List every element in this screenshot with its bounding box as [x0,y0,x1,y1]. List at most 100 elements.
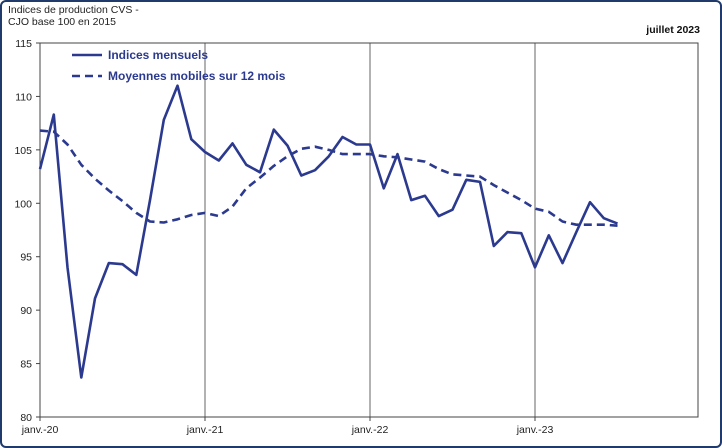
data-point-1-2022-12 [520,199,522,201]
data-point-0-2022-01 [369,143,371,145]
data-point-1-2020-02 [53,130,55,132]
data-point-1-2021-05 [259,176,261,178]
grid [204,43,536,417]
data-point-0-2022-06 [438,215,440,217]
data-point-1-2022-09 [479,175,481,177]
data-point-0-2023-04 [575,231,577,233]
x-tick-label-janv.-20: janv.-20 [21,424,59,436]
data-point-0-2020-04 [80,376,82,378]
y-tick-label-95: 95 [20,252,32,264]
data-point-0-2020-03 [66,266,68,268]
data-point-0-2021-05 [259,171,261,173]
y-tick-label-110: 110 [15,91,32,103]
data-point-0-2021-04 [245,164,247,166]
data-point-0-2021-03 [231,142,233,144]
data-point-1-2021-06 [273,165,275,167]
data-point-0-2022-05 [424,195,426,197]
data-point-1-2020-07 [121,200,123,202]
date-badge: juillet 2023 [646,24,700,36]
data-point-1-2023-05 [589,223,591,225]
data-point-1-2022-10 [493,184,495,186]
data-point-1-2020-01 [39,129,41,131]
data-point-1-2020-11 [176,218,178,220]
data-point-1-2023-02 [548,211,550,213]
data-point-1-2022-03 [396,156,398,158]
y-tick-label-90: 90 [20,305,32,317]
data-point-0-2020-11 [176,85,178,87]
data-point-0-2021-09 [314,169,316,171]
data-point-0-2021-06 [273,128,275,130]
data-point-1-2022-02 [383,155,385,157]
data-point-0-2020-10 [163,119,165,121]
data-point-1-2023-03 [561,220,563,222]
data-point-0-2020-05 [94,297,96,299]
data-point-1-2021-08 [300,148,302,150]
legend-label-1: Moyennes mobiles sur 12 mois [108,69,286,83]
data-point-1-2021-07 [286,155,288,157]
data-point-1-2021-04 [245,187,247,189]
data-point-0-2023-01 [534,266,536,268]
data-point-1-2021-03 [231,205,233,207]
data-point-1-2022-08 [465,174,467,176]
data-point-0-2021-07 [286,144,288,146]
x-tick-label-janv.-21: janv.-21 [186,424,224,436]
data-point-0-2020-09 [149,199,151,201]
data-point-0-2022-08 [465,179,467,181]
data-point-1-2023-01 [534,207,536,209]
data-point-0-2020-08 [135,274,137,276]
data-point-0-2021-01 [204,151,206,153]
data-point-1-2022-06 [438,168,440,170]
series-line-moyennes-mobiles [39,129,618,227]
data-point-1-2023-07 [616,225,618,227]
y-tick-label-85: 85 [20,359,32,371]
y-tick-label-105: 105 [14,145,32,157]
data-point-0-2020-06 [108,262,110,264]
series-line-indices-mensuels [38,84,618,379]
y-axis-title: Indices de production CVS - CJO base 100… [8,4,139,28]
data-point-1-2020-04 [80,164,82,166]
data-point-1-2020-09 [149,220,151,222]
data-point-0-2021-08 [300,174,302,176]
data-point-0-2022-03 [396,153,398,155]
data-point-1-2021-01 [204,212,206,214]
data-point-0-2022-12 [520,232,522,234]
data-point-0-2021-11 [341,136,343,138]
data-point-0-2022-11 [506,231,508,233]
data-point-1-2023-06 [603,223,605,225]
data-point-0-2021-12 [355,143,357,145]
plot-area [39,42,699,418]
data-point-1-2021-02 [218,215,220,217]
y-axis-title-text: Indices de production CVS - CJO base 100… [8,4,139,28]
data-point-1-2022-11 [506,191,508,193]
data-point-1-2021-11 [341,153,343,155]
y-tick-label-80: 80 [20,412,32,424]
data-point-1-2022-04 [410,158,412,160]
data-point-0-2023-05 [589,201,591,203]
legend: Indices mensuels Moyennes mobiles sur 12 … [72,48,286,83]
axes [39,42,699,418]
y-tick-label-115: 115 [15,38,32,50]
legend-label-0: Indices mensuels [108,48,208,62]
y-tick-label-100: 100 [14,198,32,210]
data-point-1-2020-10 [163,221,165,223]
data-point-0-2020-01 [39,168,41,170]
data-point-0-2021-10 [328,155,330,157]
data-point-0-2020-12 [190,138,192,140]
data-point-0-2020-02 [53,113,55,115]
data-point-0-2023-06 [603,217,605,219]
series-lines [38,84,618,379]
data-point-1-2022-05 [424,160,426,162]
data-point-1-2020-05 [94,178,96,180]
data-point-0-2023-02 [548,234,550,236]
data-point-1-2020-06 [108,189,110,191]
data-point-0-2022-02 [383,187,385,189]
data-point-0-2022-09 [479,181,481,183]
data-point-0-2022-04 [410,199,412,201]
data-point-0-2021-02 [218,159,220,161]
data-point-1-2020-12 [190,214,192,216]
data-point-1-2021-12 [355,153,357,155]
x-tick-label-janv.-22: janv.-22 [351,424,389,436]
data-point-1-2023-04 [575,223,577,225]
data-point-0-2022-07 [451,208,453,210]
